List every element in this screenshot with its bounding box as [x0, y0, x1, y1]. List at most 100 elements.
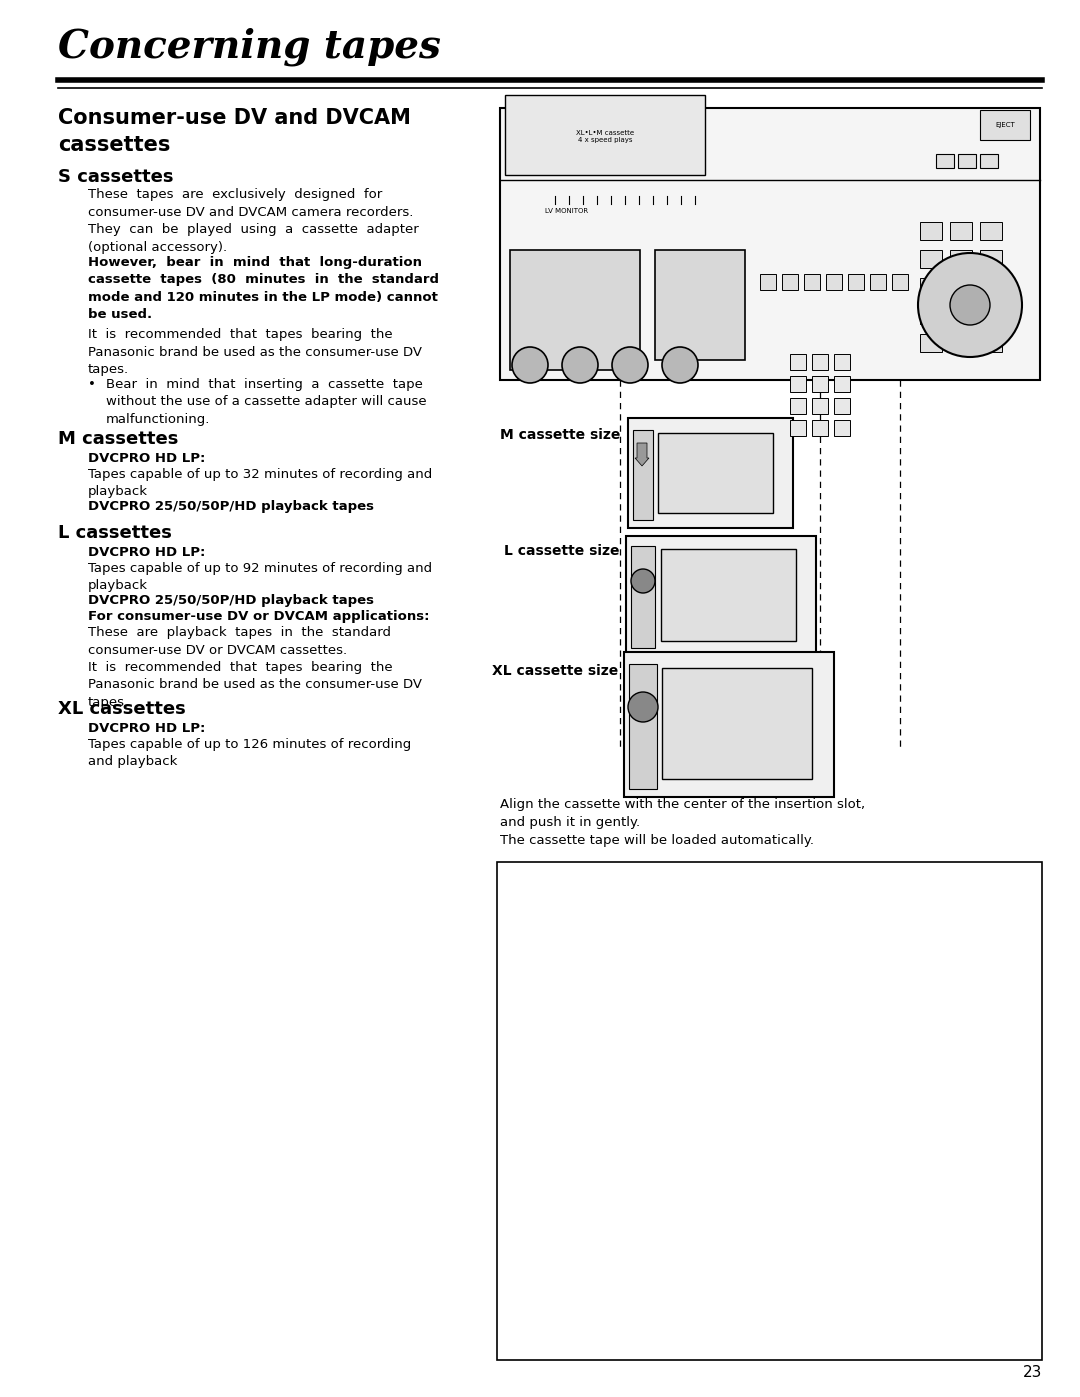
Bar [980, 222, 1002, 240]
Bar [958, 154, 976, 168]
Text: When  editing  material  which  has  been  recorded
onto  a  consumer-use  DV  o: When editing material which has been rec… [523, 1169, 861, 1250]
Bar [500, 108, 1040, 380]
Bar [834, 420, 850, 436]
Text: Align the cassette with the center of the insertion slot,
and push it in gently.: Align the cassette with the center of th… [500, 798, 865, 847]
Bar [789, 353, 806, 370]
Text: •: • [87, 379, 96, 391]
Bar [812, 376, 828, 393]
Bar [848, 274, 864, 291]
Bar [789, 376, 806, 393]
Text: <Precautions when playing back consumer-use: <Precautions when playing back consumer-… [593, 870, 946, 883]
Bar [510, 250, 640, 370]
Text: DVCPRO 25/50/50P/HD playback tapes: DVCPRO 25/50/50P/HD playback tapes [87, 594, 374, 608]
Text: XL cassette size: XL cassette size [491, 664, 618, 678]
Bar [789, 398, 806, 414]
Circle shape [662, 346, 698, 383]
Text: L cassette size: L cassette size [504, 543, 620, 557]
Circle shape [950, 285, 990, 326]
Bar [892, 274, 908, 291]
Bar [980, 278, 1002, 296]
Text: Consumer-use DV and DVCAM: Consumer-use DV and DVCAM [58, 108, 410, 129]
Bar [980, 306, 1002, 324]
Text: It is not possible to play back consumer-use tapes
which have been recorded in t: It is not possible to play back consumer… [523, 912, 836, 942]
Text: S cassettes: S cassettes [58, 168, 174, 186]
Text: For consumer-use DV or DVCAM applications:: For consumer-use DV or DVCAM application… [87, 610, 430, 623]
Text: DVCPRO HD LP:: DVCPRO HD LP: [87, 453, 205, 465]
Text: LV MONITOR: LV MONITOR [545, 208, 589, 214]
Bar [658, 433, 773, 513]
Text: When  consumer-use  DV  and  DVCAM  cassette
tapes  are  used,  the  maximum  ti: When consumer-use DV and DVCAM cassette … [523, 1090, 843, 1171]
Bar [661, 549, 796, 641]
Text: •: • [509, 1090, 516, 1102]
Text: •: • [509, 1023, 516, 1037]
Text: XL cassettes: XL cassettes [58, 700, 186, 718]
FancyArrow shape [635, 443, 649, 467]
Bar [631, 546, 654, 648]
Bar [505, 95, 705, 175]
Circle shape [562, 346, 598, 383]
Text: •: • [509, 1250, 516, 1263]
Bar [782, 274, 798, 291]
Text: The maximum still time for a consumer-use DV or
DVCAM cassette tape is 10 second: The maximum still time for a consumer-us… [523, 986, 835, 1016]
Bar [812, 420, 828, 436]
Bar [834, 376, 850, 393]
Bar [920, 306, 942, 324]
Bar [633, 430, 653, 520]
Bar [980, 110, 1030, 140]
Bar [812, 353, 828, 370]
Bar [920, 250, 942, 268]
Bar [980, 154, 998, 168]
Bar [789, 420, 806, 436]
Circle shape [612, 346, 648, 383]
Bar [950, 278, 972, 296]
Text: The maximum transport speed of a consumer-use
DV or DVCAM cassette tape is 32×.: The maximum transport speed of a consume… [523, 949, 836, 979]
Text: Tapes capable of up to 126 minutes of recording
and playback: Tapes capable of up to 126 minutes of re… [87, 738, 411, 768]
Bar [980, 334, 1002, 352]
Bar [654, 250, 745, 360]
Text: L cassettes: L cassettes [58, 524, 172, 542]
Text: XL•L•M cassette
4 x speed plays: XL•L•M cassette 4 x speed plays [576, 130, 634, 142]
Text: However,  bear  in  mind  that  long-duration
cassette  tapes  (80  minutes  in : However, bear in mind that long-duration… [87, 256, 438, 321]
Text: M cassettes: M cassettes [58, 430, 178, 448]
Text: •: • [509, 986, 516, 999]
Text: Noise  may  occur  when  performing  slow  playback
using  consumer-use  DV  or : Noise may occur when performing slow pla… [523, 1250, 855, 1296]
Text: Concerning tapes: Concerning tapes [58, 28, 441, 67]
Text: These  tapes  are  exclusively  designed  for
consumer-use DV and DVCAM camera r: These tapes are exclusively designed for… [87, 189, 419, 253]
Text: 23: 23 [1023, 1365, 1042, 1380]
Circle shape [918, 253, 1022, 358]
Text: DVCPRO HD LP:: DVCPRO HD LP: [87, 722, 205, 735]
Bar [760, 274, 777, 291]
Bar [804, 274, 820, 291]
Text: •: • [509, 912, 516, 925]
Text: These  are  playback  tapes  in  the  standard
consumer-use DV or DVCAM cassette: These are playback tapes in the standard… [87, 626, 422, 710]
Bar [626, 536, 816, 657]
Circle shape [512, 346, 548, 383]
Text: cassettes: cassettes [58, 136, 171, 155]
Circle shape [627, 692, 658, 722]
Bar [920, 278, 942, 296]
Bar [980, 250, 1002, 268]
Text: •: • [509, 949, 516, 963]
Text: DV and DVCAM tapes>: DV and DVCAM tapes> [685, 888, 854, 901]
Bar [624, 652, 834, 798]
Text: DVCPRO HD LP:: DVCPRO HD LP: [87, 546, 205, 559]
Bar [950, 250, 972, 268]
Text: Tapes capable of up to 32 minutes of recording and
playback: Tapes capable of up to 32 minutes of rec… [87, 468, 432, 499]
Bar [834, 398, 850, 414]
Bar [627, 418, 793, 528]
Bar [950, 334, 972, 352]
Bar [662, 668, 812, 780]
Bar [629, 664, 657, 789]
Circle shape [631, 569, 654, 592]
Text: From  the  perspective  of  protecting  consumer-use
DV  and  DVCAM  cassette  t: From the perspective of protecting consu… [523, 1023, 852, 1087]
Bar [936, 154, 954, 168]
Bar [826, 274, 842, 291]
Bar [870, 274, 886, 291]
Text: It  is  recommended  that  tapes  bearing  the
Panasonic brand be used as the co: It is recommended that tapes bearing the… [87, 328, 422, 376]
Text: Tapes capable of up to 92 minutes of recording and
playback: Tapes capable of up to 92 minutes of rec… [87, 562, 432, 592]
Text: •: • [509, 1169, 516, 1182]
Bar [812, 398, 828, 414]
Bar [834, 353, 850, 370]
Bar [920, 222, 942, 240]
Text: DVCPRO 25/50/50P/HD playback tapes: DVCPRO 25/50/50P/HD playback tapes [87, 500, 374, 513]
